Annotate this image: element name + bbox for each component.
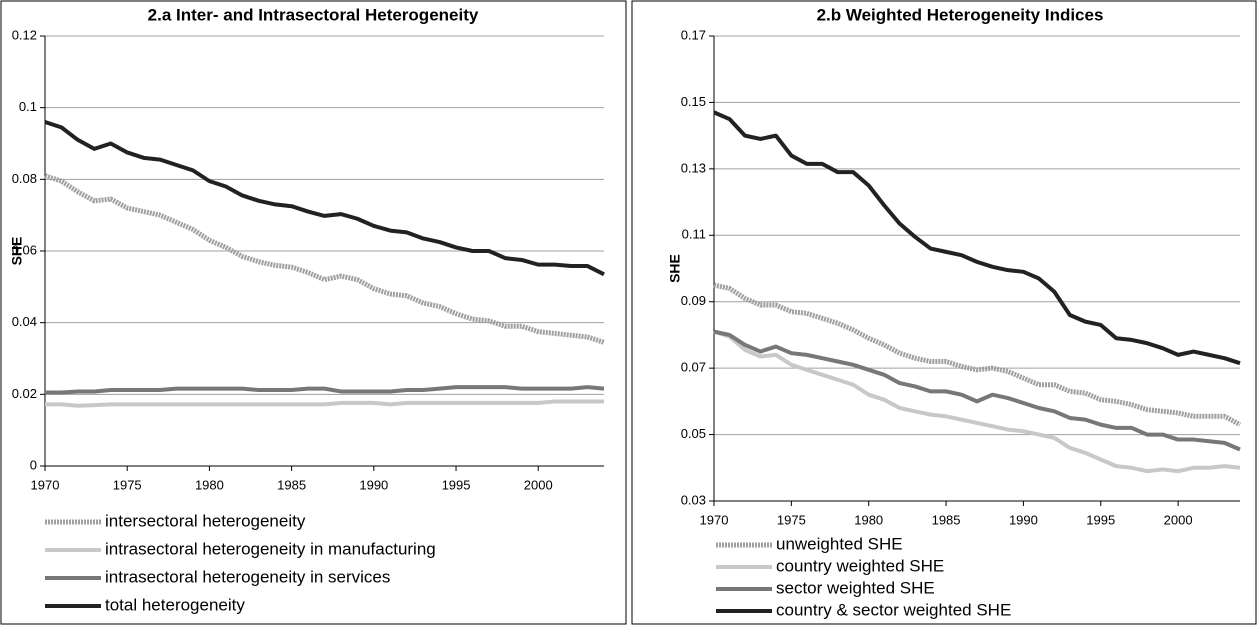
y-tick-label: 0.17	[681, 27, 706, 42]
x-tick-label: 1980	[854, 512, 883, 527]
legend-label: country weighted SHE	[776, 556, 944, 575]
legend-label: country & sector weighted SHE	[776, 600, 1011, 619]
y-tick-label: 0.08	[12, 171, 37, 186]
chart-title: 2.a Inter- and Intrasectoral Heterogenei…	[148, 5, 479, 24]
y-tick-label: 0.09	[681, 293, 706, 308]
y-tick-label: 0.1	[19, 99, 37, 114]
chart-title: 2.b Weighted Heterogeneity Indices	[817, 5, 1104, 24]
series-line	[713, 329, 1241, 474]
series-line	[713, 110, 1241, 366]
y-tick-label: 0.05	[681, 426, 706, 441]
y-axis-label: SHE	[667, 254, 683, 283]
series-line	[45, 399, 604, 408]
legend-label: intrasectoral heterogeneity in manufactu…	[105, 539, 436, 558]
y-axis-label: SHE	[9, 237, 25, 266]
series-line	[713, 282, 1242, 427]
legend-label: sector weighted SHE	[776, 578, 935, 597]
y-tick-label: 0.12	[12, 27, 37, 42]
y-tick-label: 0.13	[681, 160, 706, 175]
y-tick-label: 0.07	[681, 360, 706, 375]
x-tick-label: 2000	[1164, 512, 1193, 527]
x-tick-label: 1985	[932, 512, 961, 527]
y-tick-label: 0.03	[681, 492, 706, 507]
y-tick-label: 0.02	[12, 386, 37, 401]
x-tick-label: 1975	[777, 512, 806, 527]
x-tick-label: 1995	[1086, 512, 1115, 527]
x-tick-label: 1970	[31, 477, 60, 492]
x-tick-label: 2000	[524, 477, 553, 492]
series-line	[45, 385, 605, 395]
x-tick-label: 1990	[359, 477, 388, 492]
legend-label: intrasectoral heterogeneity in services	[105, 567, 390, 586]
legend-label: total heterogeneity	[105, 595, 245, 614]
series-line	[44, 173, 605, 345]
y-tick-label: 0.04	[12, 314, 37, 329]
y-tick-label: 0.11	[682, 227, 706, 242]
x-tick-label: 1970	[700, 512, 729, 527]
panel-border	[631, 0, 1257, 625]
series-line	[44, 120, 605, 277]
legend-label: unweighted SHE	[776, 534, 903, 553]
x-tick-label: 1985	[277, 477, 306, 492]
y-tick-label: 0	[30, 457, 37, 472]
x-tick-label: 1980	[195, 477, 224, 492]
y-tick-label: 0.15	[681, 94, 706, 109]
x-tick-label: 1975	[113, 477, 142, 492]
legend-label: intersectoral heterogeneity	[105, 511, 306, 530]
series-line	[713, 329, 1241, 452]
panel-border	[0, 0, 627, 625]
x-tick-label: 1990	[1009, 512, 1038, 527]
y-tick-label: 0.06	[12, 242, 37, 257]
x-tick-label: 1995	[442, 477, 471, 492]
